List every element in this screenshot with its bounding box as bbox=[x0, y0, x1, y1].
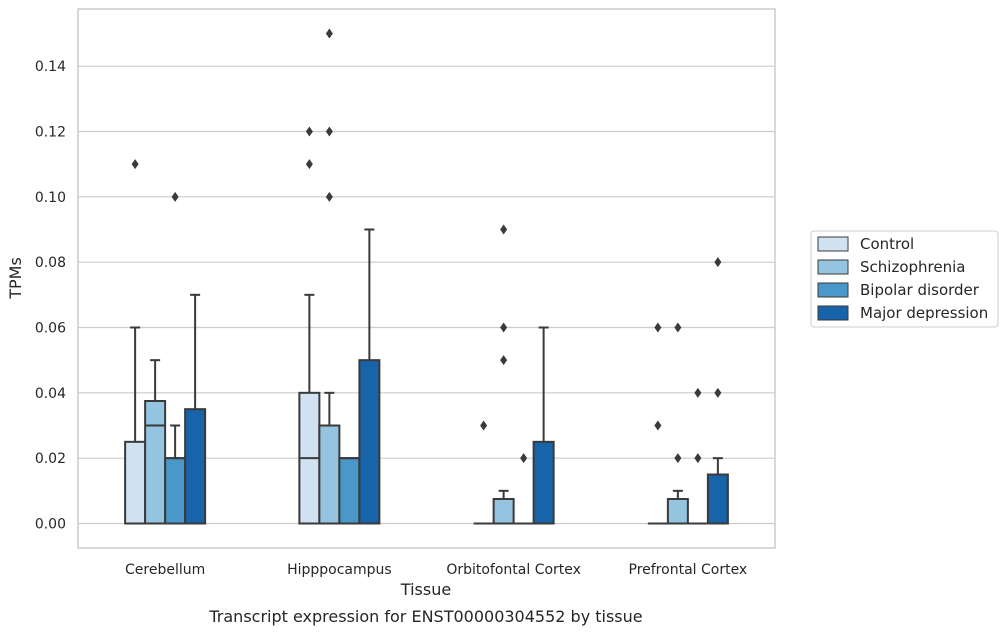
outlier-point bbox=[305, 126, 313, 137]
legend-label: Schizophrenia bbox=[860, 258, 965, 276]
box-major-depression bbox=[706, 257, 729, 525]
y-tick-label: 0.04 bbox=[35, 386, 66, 402]
y-tick-label: 0.00 bbox=[35, 517, 66, 533]
outlier-point bbox=[520, 453, 528, 464]
outlier-point bbox=[325, 126, 333, 137]
outlier-point bbox=[714, 257, 722, 268]
outlier-point bbox=[674, 322, 682, 333]
box-body bbox=[532, 440, 555, 525]
box-control bbox=[298, 126, 321, 525]
x-axis-label: Tissue bbox=[400, 580, 451, 599]
y-tick-label: 0.02 bbox=[35, 451, 66, 467]
outlier-point bbox=[714, 387, 722, 398]
legend-swatch bbox=[817, 282, 849, 298]
box-control bbox=[473, 420, 494, 525]
y-tick-label: 0.14 bbox=[35, 59, 66, 75]
x-tick-label: Prefrontal Cortex bbox=[629, 562, 748, 578]
outlier-point bbox=[500, 224, 508, 235]
outlier-point bbox=[500, 355, 508, 366]
box-schizophrenia bbox=[144, 359, 167, 525]
outlier-point bbox=[171, 191, 179, 202]
outlier-point bbox=[694, 387, 702, 398]
box-body bbox=[184, 408, 207, 525]
outlier-point bbox=[654, 322, 662, 333]
legend-label: Control bbox=[860, 235, 914, 253]
box-body bbox=[318, 424, 341, 525]
legend-label: Major depression bbox=[860, 304, 988, 322]
box-bipolar-disorder bbox=[687, 387, 708, 525]
outlier-point bbox=[694, 453, 702, 464]
legend-swatch bbox=[817, 259, 849, 275]
box-control bbox=[647, 322, 668, 525]
outlier-point bbox=[654, 420, 662, 431]
legend-label: Bipolar disorder bbox=[860, 281, 980, 299]
box-bipolar-disorder bbox=[164, 191, 187, 525]
box-bipolar-disorder bbox=[338, 457, 361, 525]
box-schizophrenia bbox=[666, 322, 689, 525]
plot-area bbox=[124, 28, 729, 525]
box-major-depression bbox=[358, 228, 381, 525]
outlier-point bbox=[480, 420, 488, 431]
y-tick-label: 0.12 bbox=[35, 125, 66, 141]
outlier-point bbox=[325, 28, 333, 39]
box-bipolar-disorder bbox=[513, 453, 534, 525]
grid-lines bbox=[78, 65, 775, 525]
legend-frame bbox=[810, 230, 999, 328]
y-tick-label: 0.08 bbox=[35, 255, 66, 271]
box-body bbox=[358, 359, 381, 525]
plot-frame bbox=[77, 8, 776, 549]
outlier-point bbox=[325, 191, 333, 202]
outlier-point bbox=[131, 159, 139, 170]
chart-caption: Transcript expression for ENST0000030455… bbox=[208, 607, 642, 626]
outlier-point bbox=[500, 322, 508, 333]
box-body bbox=[164, 457, 187, 525]
box-schizophrenia bbox=[318, 28, 341, 525]
box-body bbox=[144, 400, 167, 525]
x-tick-label: Orbitofontal Cortex bbox=[446, 562, 581, 578]
box-control bbox=[124, 159, 147, 525]
legend-swatch bbox=[817, 236, 849, 252]
box-body bbox=[492, 498, 515, 525]
box-schizophrenia bbox=[492, 224, 515, 525]
outlier-point bbox=[674, 453, 682, 464]
box-body bbox=[706, 473, 729, 525]
box-major-depression bbox=[184, 293, 207, 525]
x-tick-label: Hipppocampus bbox=[287, 562, 392, 578]
x-axis-ticks: Cerebellum Hipppocampus Orbitofontal Corte… bbox=[125, 562, 747, 578]
y-tick-label: 0.06 bbox=[35, 321, 66, 337]
y-axis-ticks: 0.00 0.02 0.04 0.06 0.08 0.10 0.12 0.14 bbox=[35, 59, 66, 532]
y-tick-label: 0.10 bbox=[35, 190, 66, 206]
box-body bbox=[124, 440, 147, 525]
box-major-depression bbox=[532, 326, 555, 525]
box-body bbox=[666, 498, 689, 525]
legend-swatch bbox=[817, 305, 849, 321]
outlier-point bbox=[305, 159, 313, 170]
y-axis-label: TPMs bbox=[6, 257, 25, 300]
legend: Control Schizophrenia Bipolar disorder Majo… bbox=[810, 230, 999, 328]
box-body bbox=[338, 457, 361, 525]
x-tick-label: Cerebellum bbox=[125, 562, 205, 578]
